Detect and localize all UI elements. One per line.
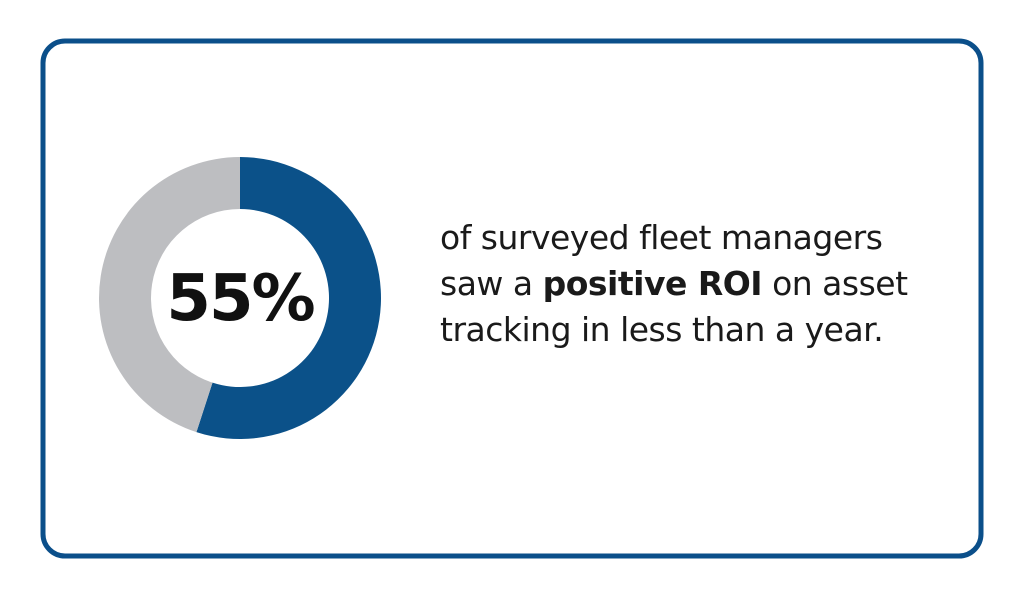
caption-line: tracking in less than a year. xyxy=(440,310,884,349)
caption-emphasis: positive ROI xyxy=(542,264,763,303)
caption-text: tracking in less than a year. xyxy=(440,310,884,349)
caption-text: of surveyed fleet managers xyxy=(440,218,883,257)
caption-line: saw a positive ROI on asset xyxy=(440,264,908,303)
donut-segment xyxy=(99,156,240,433)
center-value-label: 55% xyxy=(166,262,314,336)
donut-segment xyxy=(196,157,381,439)
caption-line: of surveyed fleet managers xyxy=(440,218,883,257)
caption-text: saw a xyxy=(440,264,543,303)
caption-text: on asset xyxy=(762,264,908,303)
